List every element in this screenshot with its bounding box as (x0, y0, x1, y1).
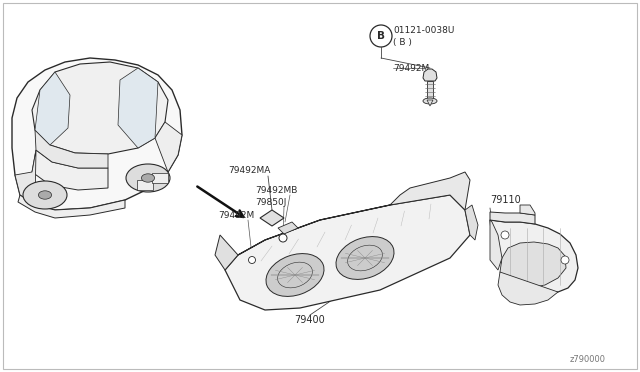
Polygon shape (225, 195, 470, 310)
Text: 79850J: 79850J (255, 198, 286, 206)
Circle shape (501, 231, 509, 239)
Text: ( B ): ( B ) (393, 38, 412, 46)
Text: 79492MB: 79492MB (255, 186, 298, 195)
Text: B: B (377, 31, 385, 41)
Text: 01121-0038U: 01121-0038U (393, 26, 454, 35)
Polygon shape (490, 212, 535, 224)
Polygon shape (32, 150, 108, 190)
Polygon shape (520, 205, 535, 215)
Polygon shape (278, 222, 298, 234)
Ellipse shape (266, 254, 324, 296)
Text: z790000: z790000 (570, 356, 606, 365)
Text: 79400: 79400 (294, 315, 325, 325)
Polygon shape (35, 130, 108, 168)
Polygon shape (490, 220, 502, 270)
Polygon shape (35, 72, 70, 145)
Bar (152, 173, 168, 183)
Polygon shape (18, 195, 125, 218)
Polygon shape (427, 100, 433, 106)
Circle shape (248, 257, 255, 263)
Polygon shape (423, 69, 437, 81)
Polygon shape (15, 150, 36, 205)
Polygon shape (155, 122, 182, 172)
Ellipse shape (336, 237, 394, 279)
Polygon shape (260, 210, 284, 226)
Polygon shape (12, 58, 182, 210)
Text: 79492M: 79492M (218, 211, 254, 219)
Polygon shape (498, 272, 558, 305)
Circle shape (279, 234, 287, 242)
Ellipse shape (126, 164, 170, 192)
Polygon shape (32, 62, 168, 154)
Bar (137, 180, 153, 190)
Polygon shape (118, 68, 158, 148)
Ellipse shape (141, 174, 155, 182)
Polygon shape (238, 172, 470, 255)
Ellipse shape (38, 191, 52, 199)
Text: 79110: 79110 (490, 195, 521, 205)
Text: 79492M: 79492M (393, 64, 429, 73)
Polygon shape (465, 205, 478, 240)
Ellipse shape (423, 98, 437, 104)
Polygon shape (427, 81, 433, 100)
Polygon shape (490, 220, 578, 292)
Polygon shape (215, 235, 238, 270)
Circle shape (561, 256, 569, 264)
Text: 79492MA: 79492MA (228, 166, 270, 174)
Ellipse shape (23, 181, 67, 209)
Polygon shape (500, 242, 566, 288)
